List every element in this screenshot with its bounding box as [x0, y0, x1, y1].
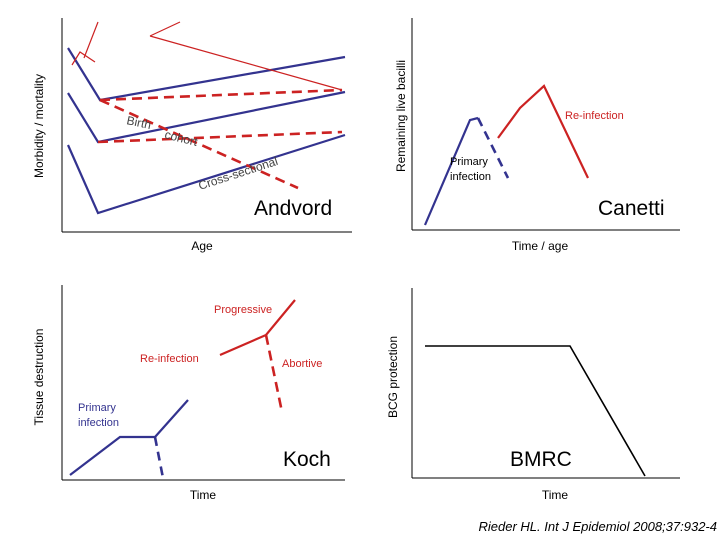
koch-primary-label-1: Primary [78, 402, 116, 414]
andvord-birth-label: Birth [125, 113, 152, 132]
koch-panel: Progressive Re-infection Abortive Primar… [32, 285, 345, 502]
koch-blue-dashed [153, 436, 165, 479]
canetti-title: Canetti [598, 197, 665, 220]
canetti-primary-label-1: Primary [450, 156, 488, 168]
koch-y-label: Tissue destruction [32, 329, 46, 426]
bmrc-protection-line [425, 345, 646, 477]
koch-progressive-label: Progressive [214, 304, 272, 316]
koch-abortive-label: Abortive [282, 358, 322, 370]
canetti-reinfection-line [497, 84, 589, 179]
canetti-panel: Primary infection Re-infection Canetti T… [394, 18, 680, 253]
koch-title: Koch [283, 448, 331, 471]
andvord-cohort-label: cohort [163, 127, 199, 149]
canetti-reinfection-label: Re-infection [565, 110, 624, 122]
andvord-red-dashed-1 [99, 88, 343, 102]
bmrc-title: BMRC [510, 448, 572, 471]
bmrc-x-label: Time [542, 488, 569, 502]
canetti-primary-line [423, 116, 479, 226]
canetti-blue-dashed [476, 117, 510, 179]
koch-abortive-dashed [264, 334, 284, 413]
andvord-title: Andvord [254, 197, 332, 220]
andvord-red-dashed-3 [99, 98, 299, 190]
canetti-x-label: Time / age [512, 239, 569, 253]
andvord-red-thin-1 [149, 35, 343, 91]
andvord-x-label: Age [191, 239, 213, 253]
andvord-blue-line-1 [67, 47, 346, 102]
canetti-primary-label-2: infection [450, 171, 491, 183]
bmrc-panel: BMRC Time BCG protection [386, 288, 680, 502]
koch-reinfection-label: Re-infection [140, 353, 199, 365]
andvord-red-dashed-2 [97, 130, 343, 144]
canetti-y-label: Remaining live bacilli [394, 60, 408, 172]
andvord-red-thin-lines [71, 21, 343, 91]
andvord-red-dashed-lines [97, 88, 343, 190]
andvord-y-label: Morbidity / mortality [32, 74, 46, 178]
koch-primary-label-2: infection [78, 417, 119, 429]
koch-primary-line [69, 399, 189, 476]
andvord-blue-line-3 [66, 133, 346, 215]
andvord-red-thin-2 [149, 21, 181, 37]
andvord-red-thin-3 [71, 51, 96, 66]
koch-x-label: Time [190, 488, 217, 502]
bmrc-y-label: BCG protection [386, 336, 400, 418]
andvord-panel: Birth cohort Cross-sectional Andvord Age… [32, 18, 352, 253]
citation: Rieder HL. Int J Epidemiol 2008;37:932-4 [479, 519, 717, 534]
andvord-red-thin-4 [83, 21, 99, 59]
